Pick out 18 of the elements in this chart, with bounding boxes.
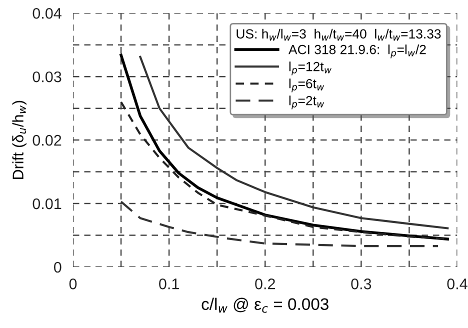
text: US: h$_{w}$/l$_{w}$=3 h$_{w}$/t$_{w}$=40 l$_{w}$/t$_{w}$=13.33: [236, 28, 441, 41]
y-tick-label: 0.04: [32, 8, 62, 19]
legend-label: l$_{p}$=6t$_{w}$: [289, 78, 324, 92]
legend-label: l$_{p}$=12t$_{w}$: [289, 62, 332, 76]
legend-label: ACI 318 21.9.6: l$_{p}$=l$_{w}$/2: [288, 44, 426, 58]
y-tick-label: 0.02: [32, 134, 62, 146]
x-tick-label: 0.2: [255, 278, 275, 290]
line-series: [120, 200, 440, 248]
x-tick-label: 0.1: [159, 278, 179, 290]
x-tick-label: 0.3: [351, 278, 372, 290]
x-axis-title: c/l$_{w}$ @ ε$_{c}$ = 0.003: [202, 298, 328, 313]
y-tick-label: 0.01: [32, 198, 62, 210]
x-tick-label: 0: [69, 278, 77, 290]
y-tick-label: 0: [54, 262, 62, 273]
x-tick-label: 0.4: [447, 278, 468, 290]
legend-label: l$_{p}$=2t$_{w}$: [289, 96, 324, 110]
y-axis-title: Drift (δ$_{u}$/h$_{w}$): [12, 100, 26, 179]
y-tick-label: 0.03: [32, 71, 62, 82]
